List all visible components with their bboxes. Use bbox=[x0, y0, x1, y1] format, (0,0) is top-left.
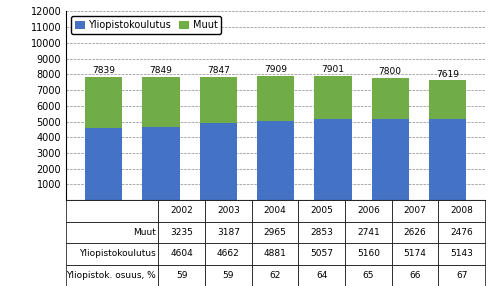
Bar bbox=[66, 265, 158, 286]
Text: 3187: 3187 bbox=[217, 228, 240, 237]
Text: 4604: 4604 bbox=[171, 249, 193, 258]
Text: 2003: 2003 bbox=[217, 206, 240, 215]
Bar bbox=[85, 128, 122, 200]
Bar bbox=[158, 243, 205, 265]
Bar bbox=[143, 127, 180, 200]
Bar bbox=[205, 200, 252, 222]
Bar bbox=[439, 265, 485, 286]
Text: Yliopistok. osuus, %: Yliopistok. osuus, % bbox=[67, 271, 156, 280]
Text: 59: 59 bbox=[176, 271, 187, 280]
Bar bbox=[298, 265, 345, 286]
Text: 7847: 7847 bbox=[207, 66, 230, 75]
Bar bbox=[66, 243, 158, 265]
Legend: Yliopistokoulutus, Muut: Yliopistokoulutus, Muut bbox=[71, 16, 221, 34]
Bar bbox=[392, 222, 439, 243]
Text: 7901: 7901 bbox=[321, 65, 344, 74]
Bar bbox=[200, 77, 237, 124]
Text: 7849: 7849 bbox=[149, 66, 172, 75]
Bar bbox=[439, 222, 485, 243]
Text: 5057: 5057 bbox=[310, 249, 333, 258]
Bar bbox=[205, 265, 252, 286]
Text: 2476: 2476 bbox=[450, 228, 473, 237]
Bar bbox=[85, 77, 122, 128]
Bar bbox=[429, 119, 466, 200]
Text: 62: 62 bbox=[270, 271, 281, 280]
Bar bbox=[252, 243, 298, 265]
Text: 5143: 5143 bbox=[450, 249, 473, 258]
Bar bbox=[200, 124, 237, 200]
Bar bbox=[205, 222, 252, 243]
Bar bbox=[345, 265, 392, 286]
Text: Muut: Muut bbox=[133, 228, 156, 237]
Bar bbox=[298, 200, 345, 222]
Bar bbox=[257, 76, 294, 121]
Bar bbox=[158, 200, 205, 222]
Text: 65: 65 bbox=[363, 271, 374, 280]
Bar bbox=[314, 119, 351, 200]
Text: 66: 66 bbox=[409, 271, 421, 280]
Text: 2004: 2004 bbox=[264, 206, 286, 215]
Bar bbox=[392, 243, 439, 265]
Text: 7839: 7839 bbox=[92, 66, 115, 75]
Bar bbox=[252, 200, 298, 222]
Bar bbox=[392, 200, 439, 222]
Bar bbox=[439, 200, 485, 222]
Bar bbox=[345, 243, 392, 265]
Text: 67: 67 bbox=[456, 271, 467, 280]
Text: 2741: 2741 bbox=[357, 228, 380, 237]
Bar bbox=[298, 222, 345, 243]
Text: 7619: 7619 bbox=[436, 70, 459, 79]
Bar bbox=[345, 222, 392, 243]
Text: 2853: 2853 bbox=[310, 228, 333, 237]
Text: 5160: 5160 bbox=[357, 249, 380, 258]
Bar bbox=[257, 121, 294, 200]
Bar bbox=[143, 77, 180, 127]
Bar bbox=[371, 78, 409, 119]
Bar bbox=[252, 265, 298, 286]
Bar bbox=[205, 243, 252, 265]
Text: 5174: 5174 bbox=[404, 249, 426, 258]
Bar bbox=[371, 119, 409, 200]
Text: 64: 64 bbox=[316, 271, 327, 280]
Bar bbox=[298, 243, 345, 265]
Text: 4662: 4662 bbox=[217, 249, 240, 258]
Text: 59: 59 bbox=[222, 271, 234, 280]
Text: 2006: 2006 bbox=[357, 206, 380, 215]
Bar bbox=[252, 222, 298, 243]
Text: 2626: 2626 bbox=[404, 228, 426, 237]
Bar bbox=[66, 200, 158, 222]
Text: 2008: 2008 bbox=[450, 206, 473, 215]
Text: 2007: 2007 bbox=[404, 206, 426, 215]
Text: 7909: 7909 bbox=[264, 65, 287, 74]
Bar bbox=[429, 80, 466, 119]
Text: Yliopistokoulutus: Yliopistokoulutus bbox=[79, 249, 156, 258]
Bar bbox=[345, 200, 392, 222]
Text: 2002: 2002 bbox=[171, 206, 193, 215]
Bar bbox=[158, 265, 205, 286]
Text: 2005: 2005 bbox=[310, 206, 333, 215]
Bar bbox=[439, 243, 485, 265]
Text: 4881: 4881 bbox=[264, 249, 287, 258]
Bar bbox=[314, 76, 351, 119]
Bar bbox=[392, 265, 439, 286]
Bar bbox=[158, 222, 205, 243]
Text: 2965: 2965 bbox=[264, 228, 287, 237]
Text: 3235: 3235 bbox=[170, 228, 193, 237]
Text: 7800: 7800 bbox=[379, 67, 402, 76]
Bar bbox=[66, 222, 158, 243]
